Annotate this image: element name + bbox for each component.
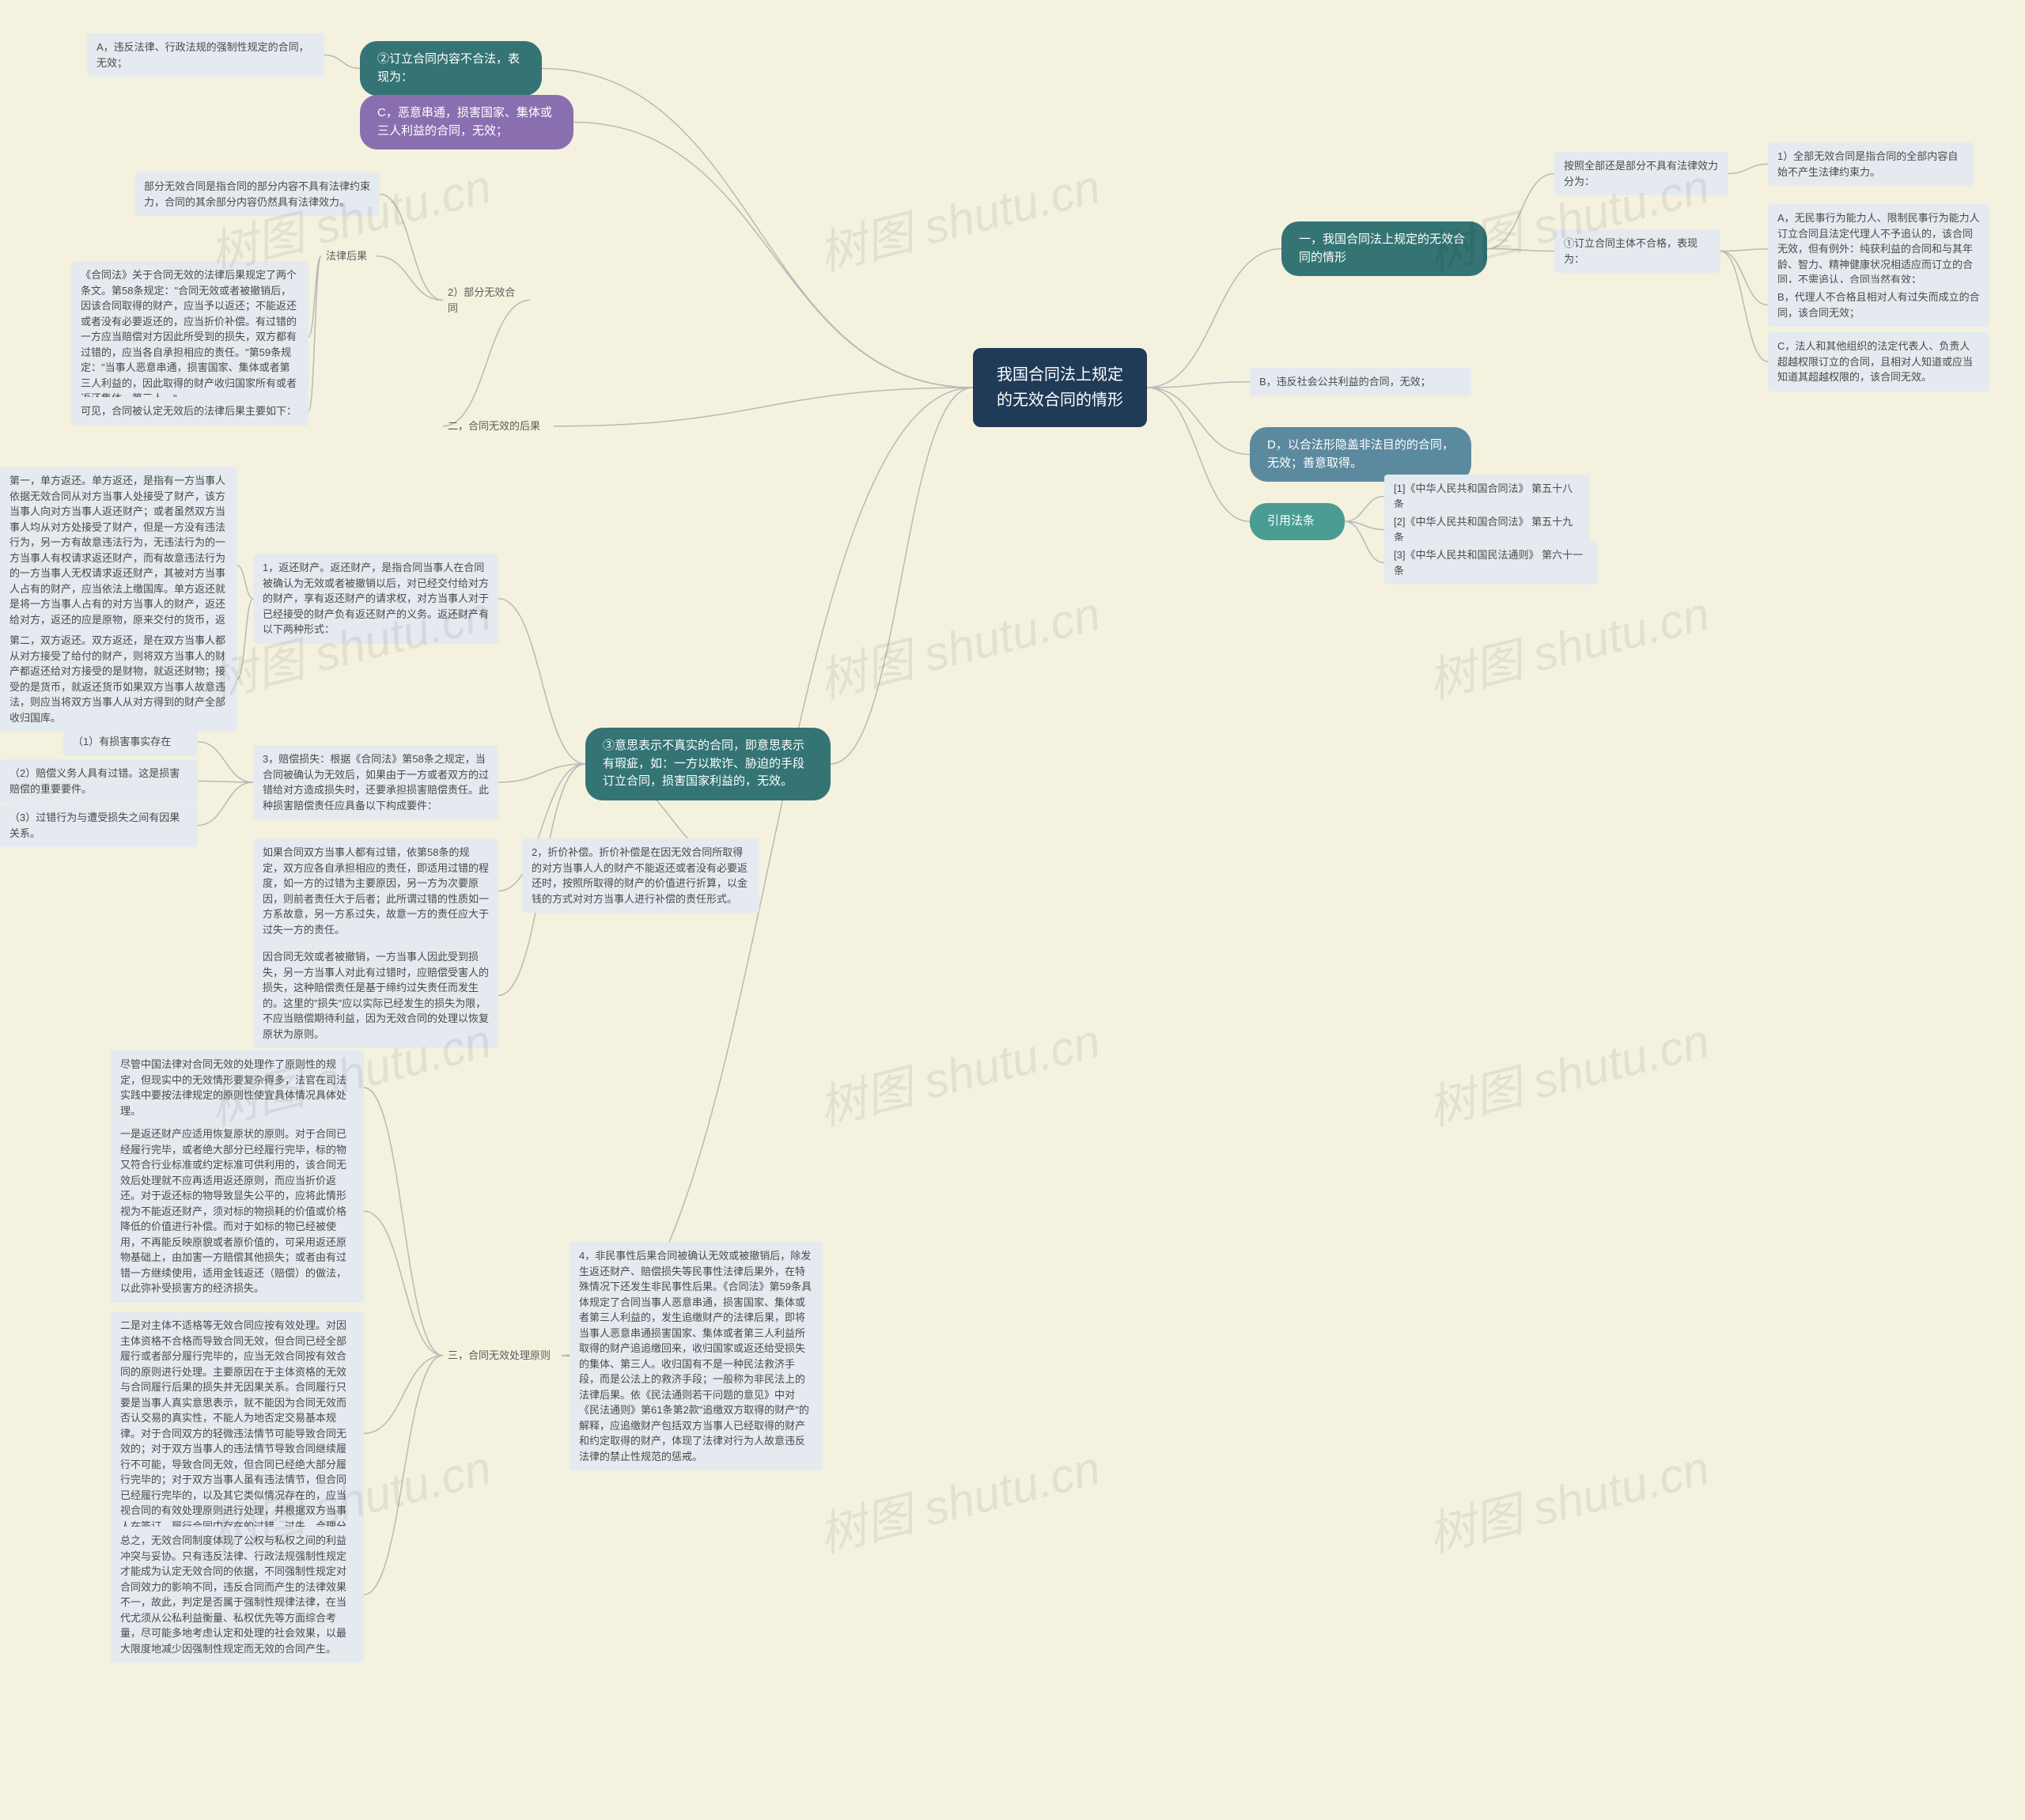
- node-l9c: 二是对主体不适格等无效合同应按有效处理。对因主体资格不合格而导致合同无效，但合同…: [111, 1311, 364, 1556]
- node-l6e: 因合同无效或者被撤销，一方当事人因此受到损失，另一方当事人对此有过错时，应赔偿受…: [253, 943, 498, 1048]
- node-l1a: A，违反法律、行政法规的强制性规定的合同，无效；: [87, 33, 324, 77]
- node-l3b: 法律后果: [321, 245, 377, 267]
- node-r1b2: B，代理人不合格且相对人有过失而成立的合同，该合同无效；: [1768, 283, 1989, 327]
- node-r3: D，以合法形隐盖非法目的的合同，无效；善意取得。: [1250, 427, 1471, 482]
- node-l3d: 可见，合同被认定无效后的法律后果主要如下：: [71, 397, 308, 426]
- node-r1a: 按照全部还是部分不具有法律效力分为：: [1554, 152, 1728, 195]
- node-r4c: [3]《中华人民共和国民法通则》 第六十一条: [1384, 541, 1598, 585]
- node-r4: 引用法条: [1250, 503, 1345, 540]
- node-l9d: 总之，无效合同制度体现了公权与私权之间的利益冲突与妥协。只有违反法律、行政法规强…: [111, 1527, 364, 1663]
- node-l4: 二，合同无效的后果: [443, 415, 554, 437]
- node-l7: 2，折价补偿。折价补偿是在因无效合同所取得的对方当事人人的财产不能返还或者没有必…: [522, 838, 759, 913]
- mindmap-canvas: 我国合同法上规定的无效合同的情形 一，我国合同法上规定的无效合同的情形 按照全部还是…: [0, 0, 2025, 1820]
- node-l9b: 一是返还财产应适用恢复原状的原则。对于合同已经履行完毕，或者绝大部分已经履行完毕…: [111, 1120, 364, 1303]
- node-r1b3: C，法人和其他组织的法定代表人、负责人超越权限订立的合同，且相对人知道或应当知道…: [1768, 332, 1989, 392]
- node-l9a: 尽管中国法律对合同无效的处理作了原则性的规定，但现实中的无效情形要复杂得多，法官…: [111, 1050, 364, 1125]
- node-l10: 4，非民事性后果合同被确认无效或被撤销后，除发生返还财产、赔偿损失等民事性法律后…: [570, 1242, 823, 1470]
- watermark: 树图 shutu.cn: [1420, 1429, 1716, 1565]
- watermark: 树图 shutu.cn: [811, 1002, 1107, 1138]
- node-l2: C，恶意串通，损害国家、集体或三人利益的合同，无效；: [360, 95, 573, 149]
- node-l3: 2）部分无效合同: [443, 282, 530, 319]
- node-l6b: （2）赔偿义务人具有过错。这是损害赔偿的重要要件。: [0, 759, 198, 803]
- node-l6a: （1）有损害事实存在: [63, 728, 198, 756]
- node-l9: 三，合同无效处理原则: [443, 1345, 562, 1367]
- node-l6d: 如果合同双方当事人都有过错，依第58条的规定，双方应各自承担相应的责任，即适用过…: [253, 838, 498, 944]
- node-l5b: 第二，双方返还。双方返还，是在双方当事人都从对方接受了给付的财产，则将双方当事人…: [0, 626, 237, 732]
- node-l6: 3，赔偿损失：根据《合同法》第58条之规定，当合同被确认为无效后，如果由于一方或…: [253, 745, 498, 819]
- node-l3c: 《合同法》关于合同无效的法律后果规定了两个条文。第58条规定："合同无效或者被撤…: [71, 261, 308, 413]
- node-l5: 1，返还财产。返还财产，是指合同当事人在合同被确认为无效或者被撤销以后，对已经交…: [253, 554, 498, 644]
- node-r2: B，违反社会公共利益的合同，无效；: [1250, 368, 1471, 396]
- watermark: 树图 shutu.cn: [811, 1429, 1107, 1565]
- watermark: 树图 shutu.cn: [811, 148, 1107, 284]
- watermark: 树图 shutu.cn: [811, 575, 1107, 711]
- node-l6c: （3）过错行为与遭受损失之间有因果关系。: [0, 804, 198, 847]
- node-r1b: ①订立合同主体不合格，表现为：: [1554, 229, 1720, 273]
- node-r1b1: A，无民事行为能力人、限制民事行为能力人订立合同且法定代理人不予追认的，该合同无…: [1768, 204, 1989, 294]
- node-r1a1: 1）全部无效合同是指合同的全部内容自始不产生法律约束力。: [1768, 142, 1974, 186]
- node-l1: ②订立合同内容不合法，表现为：: [360, 41, 542, 96]
- node-root: 我国合同法上规定的无效合同的情形: [973, 348, 1147, 427]
- node-l3a: 部分无效合同是指合同的部分内容不具有法律约束力，合同的其余部分内容仍然具有法律效…: [134, 172, 380, 216]
- node-l8: ③意思表示不真实的合同，即意思表示有瑕疵，如：一方以欺诈、胁迫的手段订立合同，损…: [585, 728, 831, 800]
- watermark: 树图 shutu.cn: [1420, 575, 1716, 711]
- node-r1: 一，我国合同法上规定的无效合同的情形: [1281, 221, 1487, 276]
- watermark: 树图 shutu.cn: [1420, 1002, 1716, 1138]
